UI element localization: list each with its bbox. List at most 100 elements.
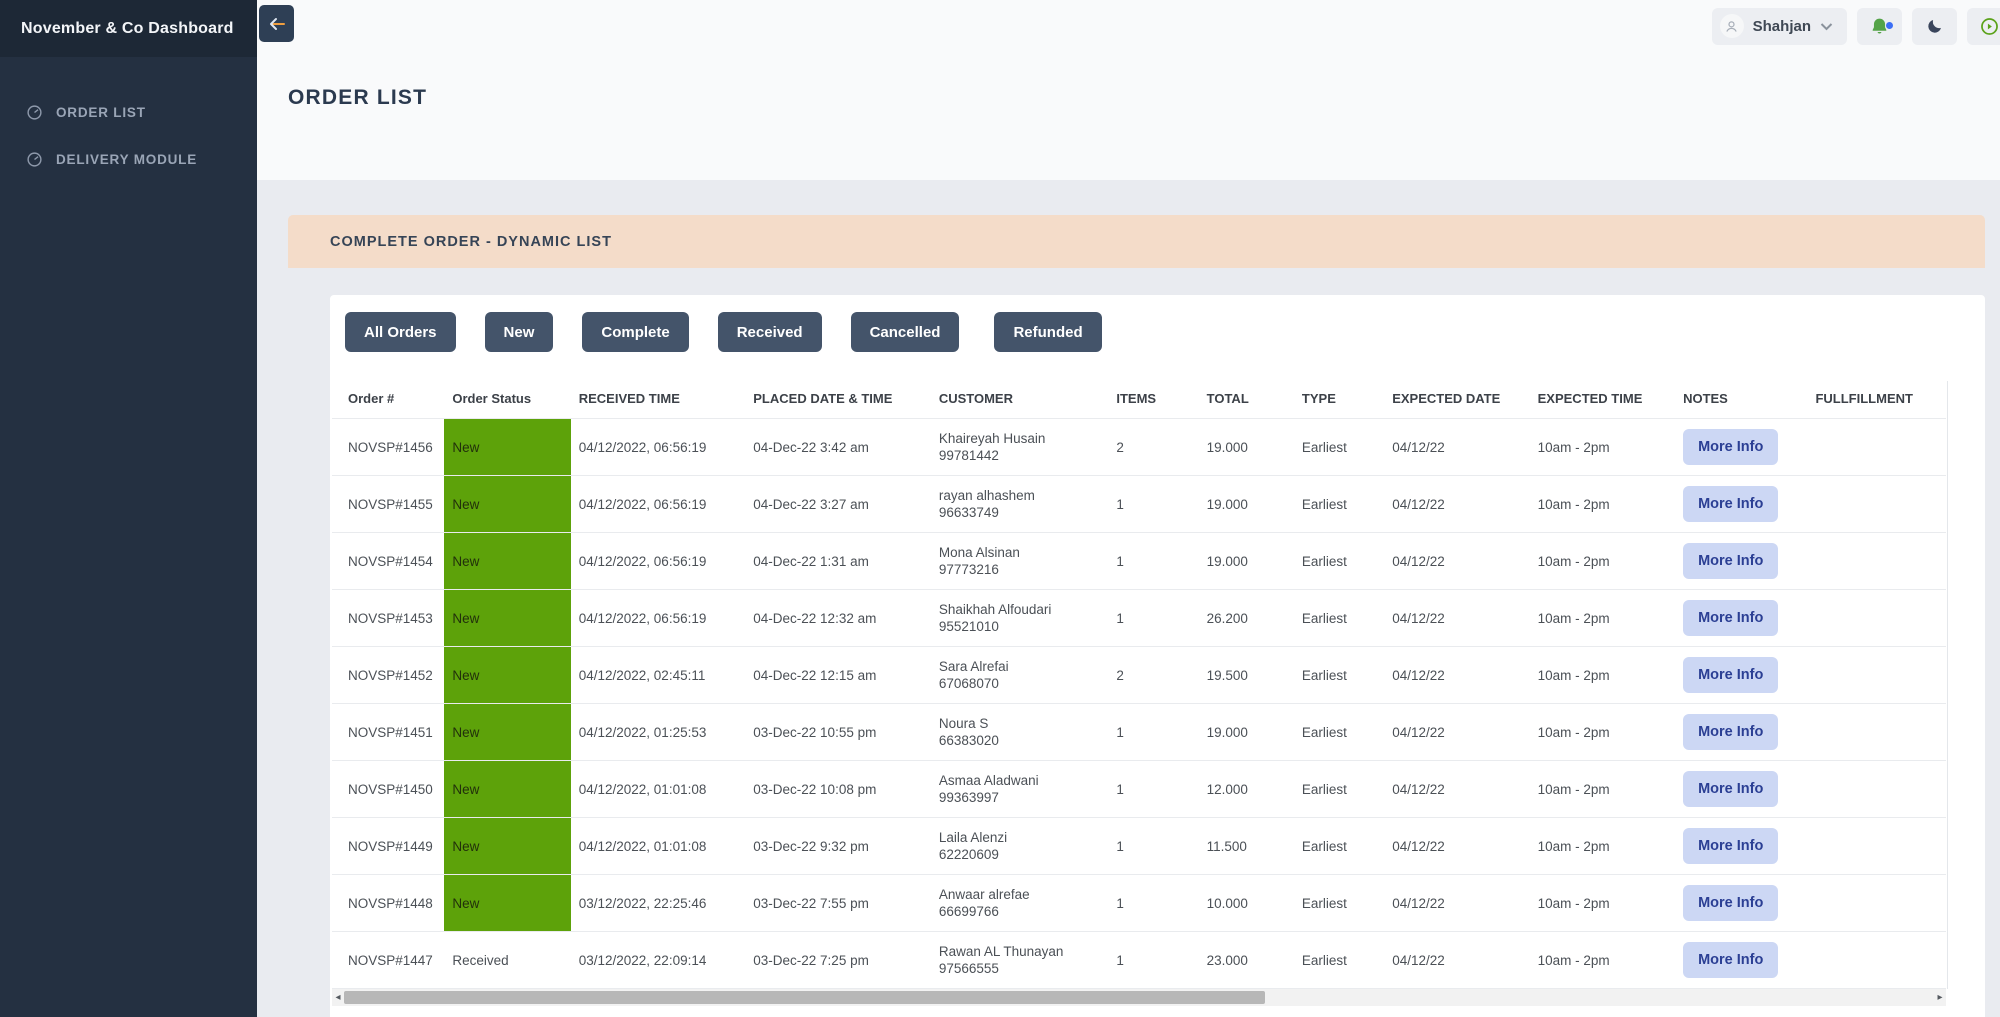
page-title: ORDER LIST xyxy=(288,86,427,110)
expected-date-cell: 04/12/22 xyxy=(1384,761,1529,818)
more-info-button[interactable]: More Info xyxy=(1683,600,1778,636)
scrollbar-track[interactable] xyxy=(344,991,1934,1004)
placed-date-cell: 03-Dec-22 10:55 pm xyxy=(745,704,931,761)
more-info-button[interactable]: More Info xyxy=(1683,657,1778,693)
app-title: November & Co Dashboard xyxy=(21,20,234,38)
expected-date-cell: 04/12/22 xyxy=(1384,932,1529,989)
type-cell: Earliest xyxy=(1294,590,1384,647)
total-cell: 26.200 xyxy=(1199,590,1294,647)
order-status-cell: New xyxy=(444,818,570,875)
column-header: TYPE xyxy=(1294,381,1384,419)
customer-cell: Sara Alrefai 67068070 xyxy=(931,647,1109,704)
filter-button[interactable]: Cancelled xyxy=(851,312,960,352)
received-time-cell: 04/12/2022, 02:45:11 xyxy=(571,647,746,704)
notifications-button[interactable] xyxy=(1857,8,1902,45)
apps-button[interactable] xyxy=(1967,8,2000,45)
expected-time-cell: 10am - 2pm xyxy=(1530,533,1675,590)
orders-table: Order #Order StatusRECEIVED TIMEPLACED D… xyxy=(332,381,1946,989)
customer-cell: Laila Alenzi 62220609 xyxy=(931,818,1109,875)
user-name: Shahjan xyxy=(1753,18,1811,35)
type-cell: Earliest xyxy=(1294,818,1384,875)
notes-cell: More Info xyxy=(1675,590,1807,647)
order-status-cell: New xyxy=(444,419,570,476)
column-header: PLACED DATE & TIME xyxy=(745,381,931,419)
scroll-right-arrow[interactable]: ▸ xyxy=(1934,989,1946,1006)
sidebar-collapse-button[interactable] xyxy=(259,5,294,42)
column-header: TOTAL xyxy=(1199,381,1294,419)
customer-name: Mona Alsinan xyxy=(939,544,1101,561)
filter-bar: All Orders New Complete Received Cancelled Re… xyxy=(345,312,1985,352)
table-row: NOVSP#1447 Received 03/12/2022, 22:09:14… xyxy=(332,932,1946,989)
expected-time-cell: 10am - 2pm xyxy=(1530,761,1675,818)
sidebar-item[interactable]: ORDER LIST xyxy=(0,89,257,136)
customer-name: Asmaa Aladwani xyxy=(939,772,1101,789)
received-time-cell: 04/12/2022, 01:01:08 xyxy=(571,818,746,875)
total-cell: 19.000 xyxy=(1199,419,1294,476)
order-id-cell: NOVSP#1456 xyxy=(332,419,444,476)
customer-phone: 96633749 xyxy=(939,504,1101,521)
filter-button[interactable]: New xyxy=(485,312,554,352)
sidebar: November & Co Dashboard ORDER LIST DELIV… xyxy=(0,0,257,1017)
sidebar-item[interactable]: DELIVERY MODULE xyxy=(0,136,257,183)
dark-mode-button[interactable] xyxy=(1912,8,1957,45)
total-cell: 12.000 xyxy=(1199,761,1294,818)
more-info-button[interactable]: More Info xyxy=(1683,543,1778,579)
expected-date-cell: 04/12/22 xyxy=(1384,590,1529,647)
more-info-button[interactable]: More Info xyxy=(1683,771,1778,807)
play-circle-icon xyxy=(1980,17,1999,36)
order-status-cell: New xyxy=(444,476,570,533)
type-cell: Earliest xyxy=(1294,875,1384,932)
fulfillment-cell xyxy=(1807,476,1946,533)
order-status-cell: New xyxy=(444,647,570,704)
filter-button[interactable]: Received xyxy=(718,312,822,352)
received-time-cell: 03/12/2022, 22:25:46 xyxy=(571,875,746,932)
order-status-cell: New xyxy=(444,704,570,761)
customer-cell: Mona Alsinan 97773216 xyxy=(931,533,1109,590)
column-header: EXPECTED TIME xyxy=(1530,381,1675,419)
total-cell: 23.000 xyxy=(1199,932,1294,989)
column-header: Order # xyxy=(332,381,444,419)
filter-button[interactable]: All Orders xyxy=(345,312,456,352)
scroll-left-arrow[interactable]: ◂ xyxy=(332,989,344,1006)
customer-cell: Anwaar alrefae 66699766 xyxy=(931,875,1109,932)
items-cell: 1 xyxy=(1108,476,1198,533)
sidebar-item-label: ORDER LIST xyxy=(56,105,146,120)
more-info-button[interactable]: More Info xyxy=(1683,429,1778,465)
order-id-cell: NOVSP#1454 xyxy=(332,533,444,590)
more-info-button[interactable]: More Info xyxy=(1683,828,1778,864)
notes-cell: More Info xyxy=(1675,647,1807,704)
fulfillment-cell xyxy=(1807,704,1946,761)
placed-date-cell: 03-Dec-22 7:25 pm xyxy=(745,932,931,989)
scrollbar-thumb[interactable] xyxy=(344,991,1265,1004)
placed-date-cell: 04-Dec-22 1:31 am xyxy=(745,533,931,590)
card-header: COMPLETE ORDER - DYNAMIC LIST xyxy=(288,215,1985,268)
customer-name: Sara Alrefai xyxy=(939,658,1101,675)
main-content: ORDER LIST COMPLETE ORDER - DYNAMIC LIST… xyxy=(257,52,2000,1017)
notes-cell: More Info xyxy=(1675,761,1807,818)
type-cell: Earliest xyxy=(1294,533,1384,590)
expected-date-cell: 04/12/22 xyxy=(1384,533,1529,590)
items-cell: 2 xyxy=(1108,647,1198,704)
received-time-cell: 04/12/2022, 06:56:19 xyxy=(571,476,746,533)
fulfillment-cell xyxy=(1807,761,1946,818)
more-info-button[interactable]: More Info xyxy=(1683,885,1778,921)
customer-name: rayan alhashem xyxy=(939,487,1101,504)
order-status-cell: New xyxy=(444,533,570,590)
items-cell: 1 xyxy=(1108,761,1198,818)
order-id-cell: NOVSP#1452 xyxy=(332,647,444,704)
notes-cell: More Info xyxy=(1675,533,1807,590)
filter-button[interactable]: Refunded xyxy=(994,312,1101,352)
order-status-cell: New xyxy=(444,875,570,932)
placed-date-cell: 04-Dec-22 12:32 am xyxy=(745,590,931,647)
expected-date-cell: 04/12/22 xyxy=(1384,875,1529,932)
more-info-button[interactable]: More Info xyxy=(1683,486,1778,522)
fulfillment-cell xyxy=(1807,590,1946,647)
more-info-button[interactable]: More Info xyxy=(1683,714,1778,750)
more-info-button[interactable]: More Info xyxy=(1683,942,1778,978)
received-time-cell: 04/12/2022, 06:56:19 xyxy=(571,533,746,590)
expected-date-cell: 04/12/22 xyxy=(1384,704,1529,761)
gauge-icon xyxy=(26,151,43,168)
user-menu-button[interactable]: Shahjan xyxy=(1712,8,1847,45)
filter-button[interactable]: Complete xyxy=(582,312,688,352)
table-row: NOVSP#1450 New 04/12/2022, 01:01:08 03-D… xyxy=(332,761,1946,818)
